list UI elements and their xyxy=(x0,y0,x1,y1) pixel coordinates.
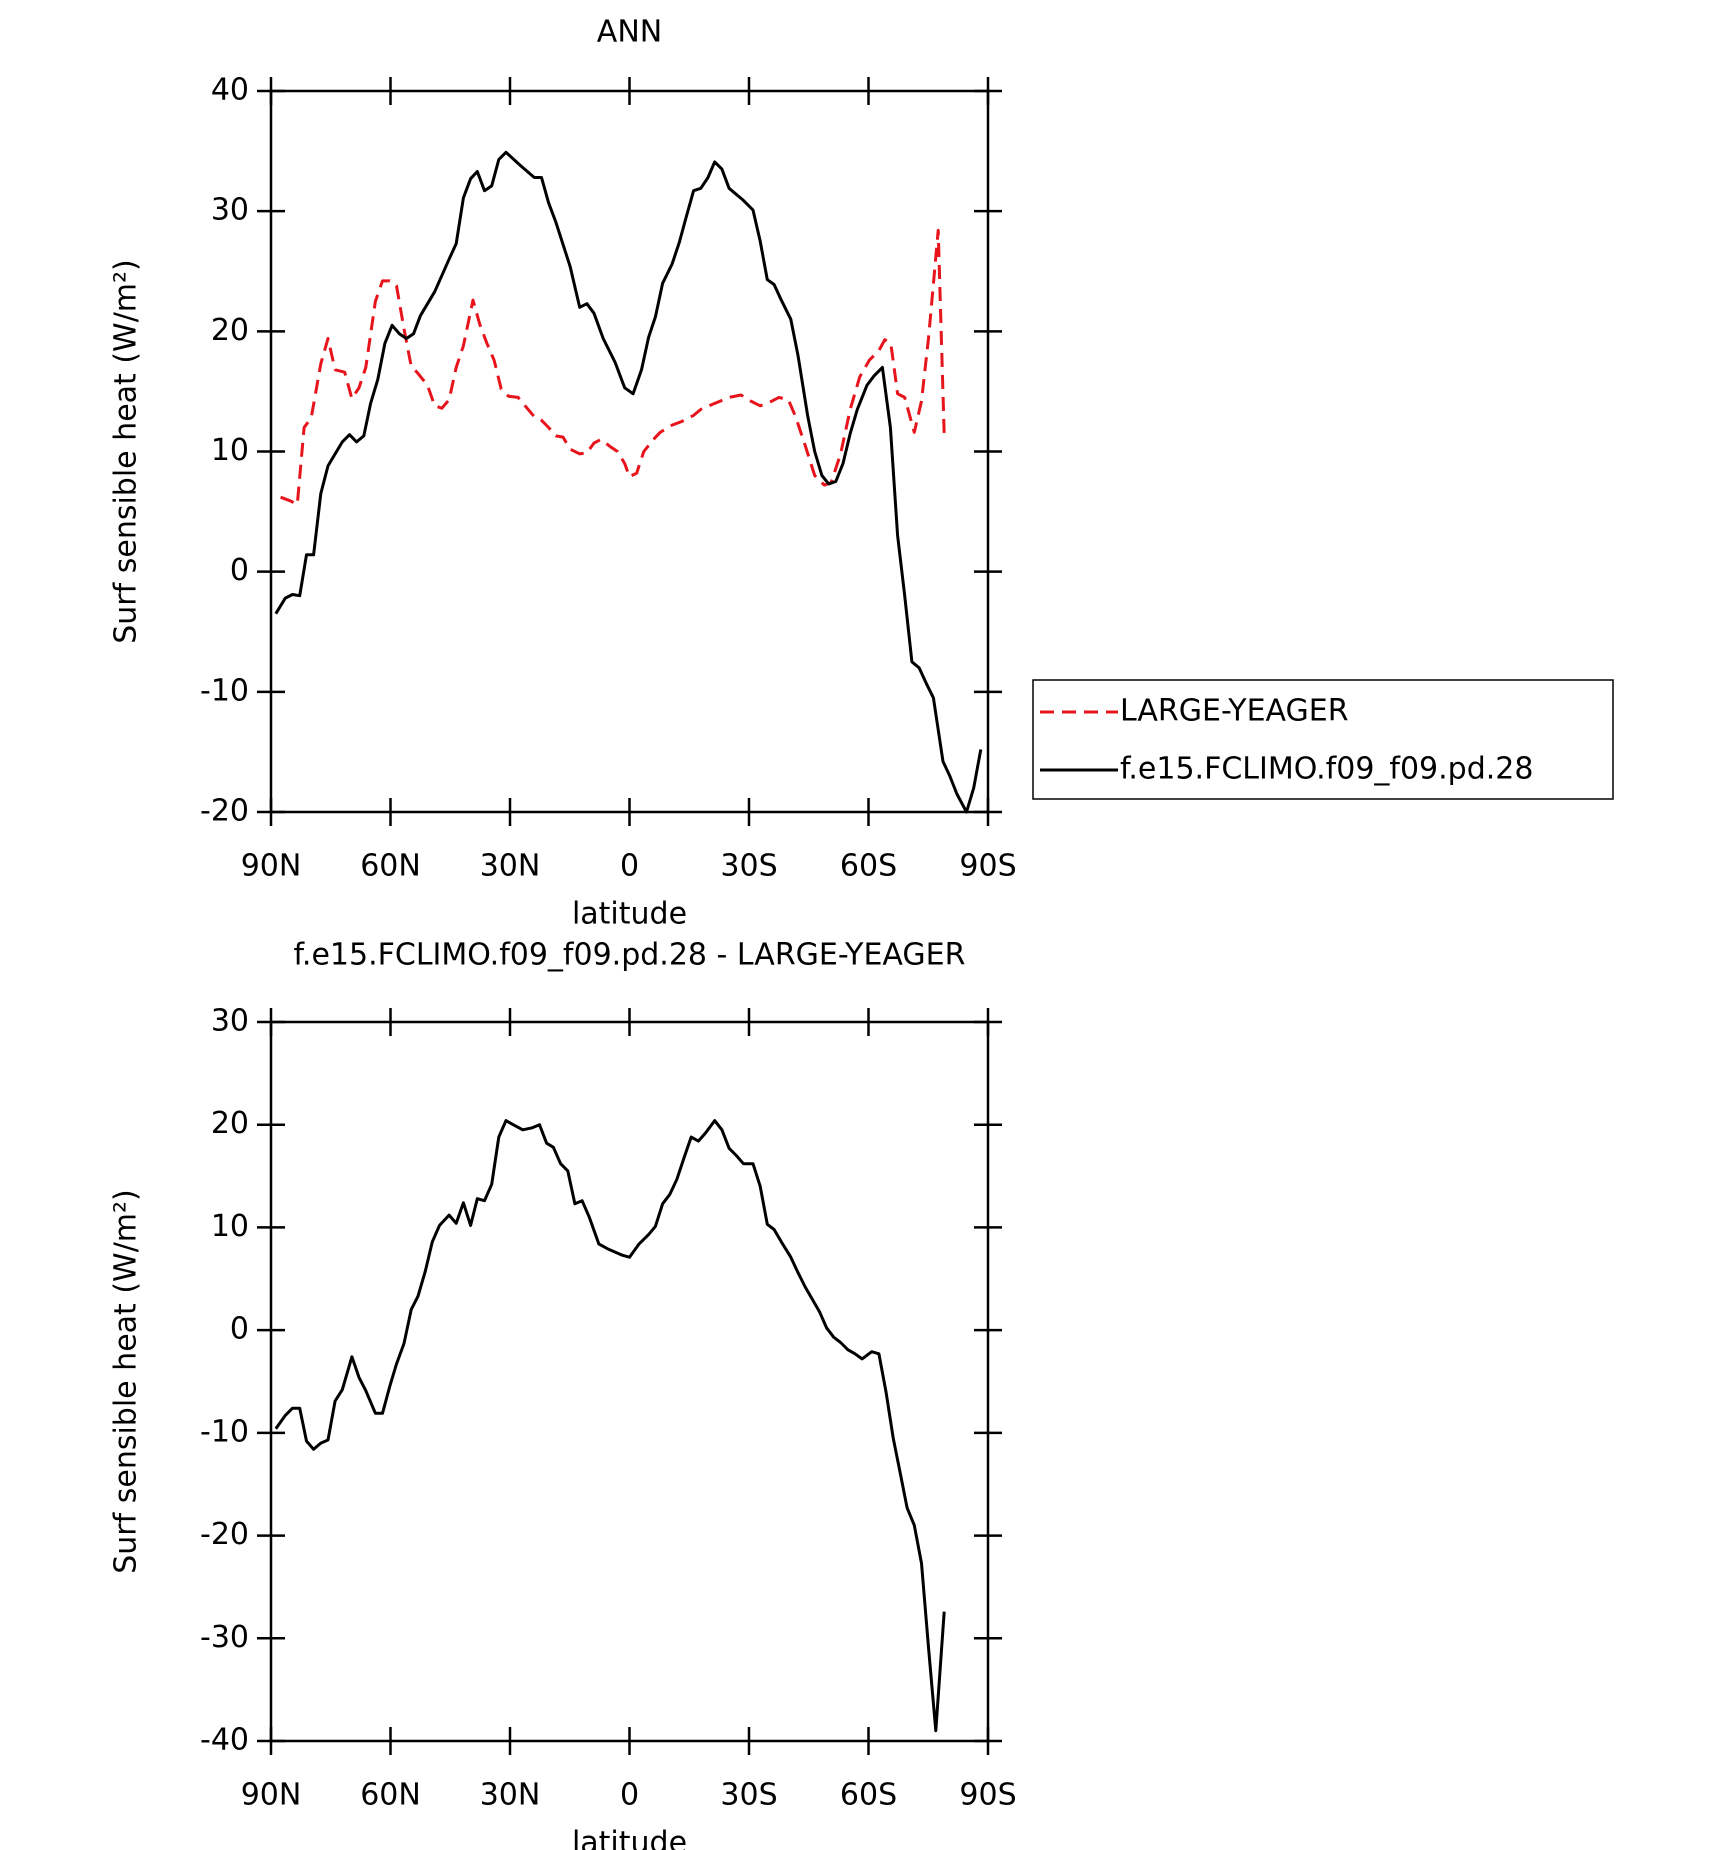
y-tick-label: 10 xyxy=(211,1209,249,1244)
y-tick-label: -10 xyxy=(200,673,249,708)
y-tick-label: -40 xyxy=(200,1723,249,1758)
y-tick-label: -10 xyxy=(200,1414,249,1449)
x-tick-label: 60S xyxy=(840,849,897,884)
x-tick-label: 90N xyxy=(241,1778,302,1813)
x-axis-label: latitude xyxy=(572,897,687,932)
y-axis-label: Surf sensible heat (W/m²) xyxy=(109,1189,144,1574)
data-line xyxy=(274,1119,946,1733)
chart-title: ANN xyxy=(597,15,662,50)
x-tick-label: 90N xyxy=(241,849,302,884)
data-line xyxy=(274,150,983,814)
plot-frame xyxy=(269,89,990,814)
data-line xyxy=(280,228,946,506)
x-tick-label: 60N xyxy=(360,1778,421,1813)
x-tick-label: 30N xyxy=(480,1778,541,1813)
legend-label: f.e15.FCLIMO.f09_f09.pd.28 xyxy=(1120,752,1533,787)
y-tick-label: 20 xyxy=(211,313,249,348)
x-tick-label: 90S xyxy=(959,849,1016,884)
y-tick-label: 10 xyxy=(211,433,249,468)
y-axis-label: Surf sensible heat (W/m²) xyxy=(109,259,144,644)
y-tick-label: 30 xyxy=(211,193,249,228)
y-tick-label: 0 xyxy=(230,553,249,588)
x-tick-label: 60S xyxy=(840,1778,897,1813)
y-tick-label: -20 xyxy=(200,794,249,829)
x-axis-label: latitude xyxy=(572,1826,687,1850)
x-tick-label: 0 xyxy=(620,1778,639,1813)
x-tick-label: 30S xyxy=(720,1778,777,1813)
chart-title: f.e15.FCLIMO.f09_f09.pd.28 - LARGE-YEAGE… xyxy=(294,938,966,973)
plot-frame xyxy=(269,1020,990,1743)
y-tick-label: -20 xyxy=(200,1517,249,1552)
y-tick-label: 20 xyxy=(211,1106,249,1141)
legend-box xyxy=(1032,679,1614,800)
x-tick-label: 60N xyxy=(360,849,421,884)
y-tick-label: 30 xyxy=(211,1004,249,1039)
legend-label: LARGE-YEAGER xyxy=(1120,694,1349,729)
x-tick-label: 90S xyxy=(959,1778,1016,1813)
y-tick-label: -30 xyxy=(200,1620,249,1655)
x-tick-label: 30N xyxy=(480,849,541,884)
y-tick-label: 0 xyxy=(230,1312,249,1347)
x-tick-label: 30S xyxy=(720,849,777,884)
y-tick-label: 40 xyxy=(211,73,249,108)
x-tick-label: 0 xyxy=(620,849,639,884)
